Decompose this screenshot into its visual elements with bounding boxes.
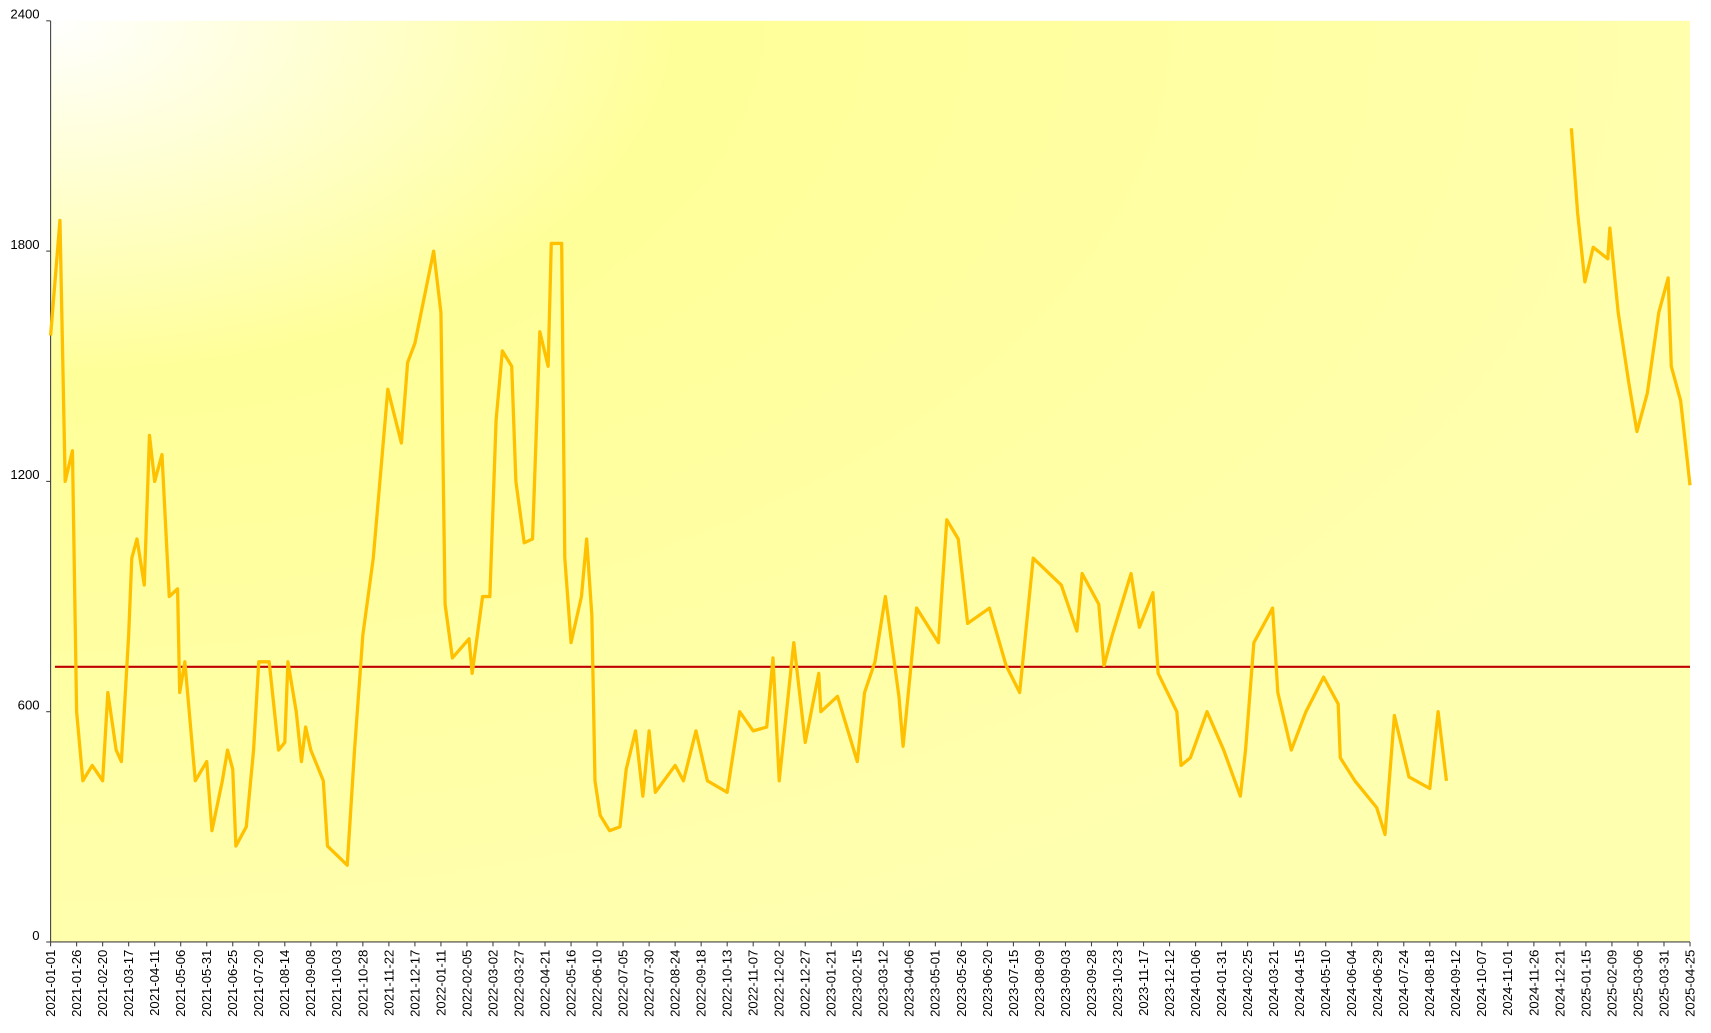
x-tick-label: 2024-01-31 — [1214, 950, 1229, 1017]
x-tick-label: 2022-05-16 — [563, 950, 578, 1017]
x-tick-label: 2023-05-26 — [954, 950, 969, 1017]
x-tick-label: 2024-10-07 — [1474, 950, 1489, 1017]
x-tick-label: 2024-11-01 — [1500, 950, 1515, 1016]
x-tick-label: 2023-11-17 — [1136, 950, 1151, 1016]
x-tick-label: 2021-05-31 — [199, 950, 214, 1017]
x-tick-label: 2024-03-21 — [1266, 950, 1281, 1017]
x-tick-label: 2024-06-29 — [1370, 950, 1385, 1017]
x-tick-label: 2023-06-20 — [980, 950, 995, 1017]
x-tick-label: 2022-01-11 — [433, 950, 448, 1016]
x-tick-label: 2024-02-25 — [1240, 950, 1255, 1017]
y-tick-label: 600 — [18, 698, 40, 713]
x-tick-label: 2022-06-10 — [589, 950, 604, 1017]
x-tick-label: 2023-10-23 — [1110, 950, 1125, 1017]
y-tick-label: 1800 — [10, 237, 39, 252]
x-tick-label: 2021-08-14 — [277, 950, 292, 1017]
y-tick-label: 0 — [32, 928, 39, 943]
series-line — [48, 128, 1692, 867]
x-tick-label: 2021-10-03 — [329, 950, 344, 1017]
x-tick-label: 2025-01-15 — [1578, 950, 1593, 1017]
x-tick-label: 2022-08-24 — [668, 950, 683, 1017]
x-tick-label: 2022-09-18 — [694, 950, 709, 1017]
x-tick-label: 2025-03-31 — [1656, 950, 1671, 1017]
x-tick-label: 2024-11-26 — [1526, 950, 1541, 1016]
x-tick-label: 2023-01-21 — [824, 950, 839, 1017]
x-tick-label: 2025-03-06 — [1630, 950, 1645, 1017]
y-tick-label: 2400 — [10, 7, 39, 22]
x-tick-label: 2022-12-02 — [772, 950, 787, 1017]
x-tick-label: 2021-10-28 — [355, 950, 370, 1017]
x-tick-label: 2022-03-02 — [485, 950, 500, 1017]
x-tick-label: 2024-12-21 — [1552, 950, 1567, 1017]
x-tick-label: 2022-07-30 — [641, 950, 656, 1017]
x-tick-label: 2022-07-05 — [615, 950, 630, 1017]
x-tick-label: 2022-02-05 — [459, 950, 474, 1017]
x-tick-label: 2021-03-17 — [121, 950, 136, 1017]
x-tick-label: 2024-04-15 — [1292, 950, 1307, 1017]
y-tick-label: 1200 — [10, 467, 39, 482]
x-tick-label: 2023-09-03 — [1058, 950, 1073, 1017]
x-tick-label: 2021-06-25 — [225, 950, 240, 1017]
x-tick-label: 2021-09-08 — [303, 950, 318, 1017]
x-tick-label: 2024-06-04 — [1344, 950, 1359, 1017]
x-tick-label: 2024-07-24 — [1396, 950, 1411, 1017]
x-tick-label: 2021-02-20 — [95, 950, 110, 1017]
x-tick-label: 2024-09-12 — [1448, 950, 1463, 1017]
x-tick-label: 2025-02-09 — [1604, 950, 1619, 1017]
x-tick-label: 2023-04-06 — [902, 950, 917, 1017]
x-tick-label: 2021-04-11 — [147, 950, 162, 1016]
x-tick-label: 2022-10-13 — [720, 950, 735, 1017]
x-tick-label: 2021-11-22 — [381, 950, 396, 1016]
x-tick-label: 2022-11-07 — [746, 950, 761, 1016]
x-tick-label: 2022-12-27 — [798, 950, 813, 1017]
x-tick-label: 2024-05-10 — [1318, 950, 1333, 1017]
x-tick-label: 2022-04-21 — [537, 950, 552, 1017]
x-tick-label: 2021-01-26 — [69, 950, 84, 1017]
x-tick-label: 2021-05-06 — [173, 950, 188, 1017]
x-tick-label: 2023-09-28 — [1084, 950, 1099, 1017]
x-tick-label: 2021-12-17 — [407, 950, 422, 1017]
x-tick-label: 2023-07-15 — [1006, 950, 1021, 1017]
x-tick-label: 2023-05-01 — [928, 950, 943, 1017]
x-tick-label: 2023-08-09 — [1032, 950, 1047, 1017]
x-tick-label: 2021-01-01 — [43, 950, 58, 1017]
x-tick-label: 2024-01-06 — [1188, 950, 1203, 1017]
x-tick-label: 2023-12-12 — [1162, 950, 1177, 1017]
x-tick-label: 2023-03-12 — [876, 950, 891, 1017]
x-tick-label: 2022-03-27 — [511, 950, 526, 1017]
x-tick-label: 2024-08-18 — [1422, 950, 1437, 1017]
x-tick-label: 2021-07-20 — [251, 950, 266, 1017]
plot-background — [50, 20, 1691, 942]
x-tick-label: 2025-04-25 — [1682, 950, 1697, 1017]
x-tick-label: 2023-02-15 — [850, 950, 865, 1017]
